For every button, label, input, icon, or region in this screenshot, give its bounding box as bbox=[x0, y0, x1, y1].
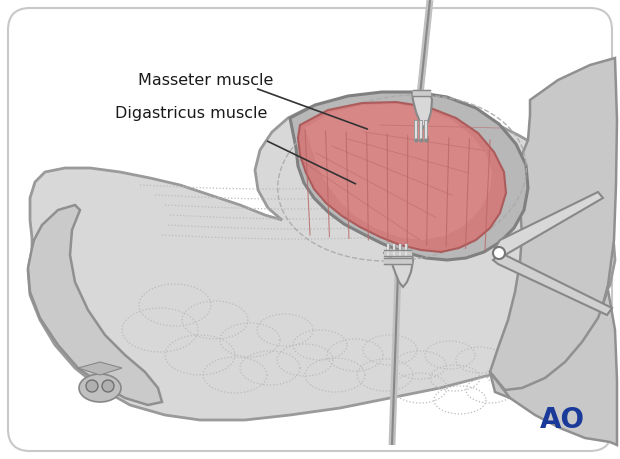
Polygon shape bbox=[384, 258, 411, 264]
Polygon shape bbox=[495, 192, 603, 256]
FancyBboxPatch shape bbox=[8, 8, 612, 451]
Polygon shape bbox=[493, 255, 612, 315]
Polygon shape bbox=[28, 205, 162, 405]
Circle shape bbox=[102, 380, 114, 392]
Polygon shape bbox=[412, 92, 432, 128]
Polygon shape bbox=[490, 58, 617, 398]
Polygon shape bbox=[413, 90, 430, 96]
Polygon shape bbox=[298, 102, 506, 252]
Polygon shape bbox=[290, 92, 528, 260]
Circle shape bbox=[86, 380, 98, 392]
Polygon shape bbox=[490, 290, 617, 445]
Text: Masseter muscle: Masseter muscle bbox=[138, 73, 273, 88]
Text: Digastricus muscle: Digastricus muscle bbox=[115, 106, 267, 121]
Polygon shape bbox=[305, 104, 492, 240]
Polygon shape bbox=[384, 250, 411, 256]
Circle shape bbox=[493, 247, 505, 259]
Text: AO: AO bbox=[540, 406, 585, 434]
Polygon shape bbox=[78, 362, 122, 375]
Ellipse shape bbox=[79, 374, 121, 402]
Polygon shape bbox=[28, 98, 615, 420]
Polygon shape bbox=[383, 253, 413, 287]
